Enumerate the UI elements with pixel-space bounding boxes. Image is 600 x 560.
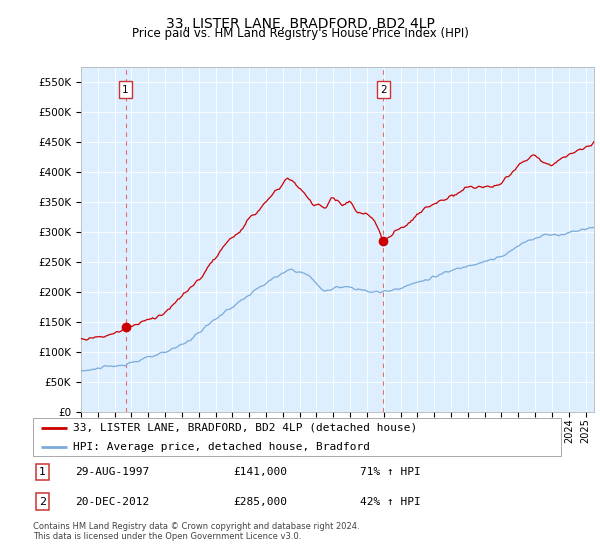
Text: 2: 2: [39, 497, 46, 507]
Text: 42% ↑ HPI: 42% ↑ HPI: [361, 497, 421, 507]
Text: Contains HM Land Registry data © Crown copyright and database right 2024.
This d: Contains HM Land Registry data © Crown c…: [33, 522, 359, 542]
Text: 1: 1: [39, 467, 46, 477]
Text: HPI: Average price, detached house, Bradford: HPI: Average price, detached house, Brad…: [73, 442, 370, 452]
Text: 29-AUG-1997: 29-AUG-1997: [75, 467, 149, 477]
Text: 2: 2: [380, 85, 386, 95]
Text: 1: 1: [122, 85, 129, 95]
Text: 33, LISTER LANE, BRADFORD, BD2 4LP: 33, LISTER LANE, BRADFORD, BD2 4LP: [166, 17, 434, 31]
Text: 71% ↑ HPI: 71% ↑ HPI: [361, 467, 421, 477]
Text: 33, LISTER LANE, BRADFORD, BD2 4LP (detached house): 33, LISTER LANE, BRADFORD, BD2 4LP (deta…: [73, 423, 417, 433]
Text: 20-DEC-2012: 20-DEC-2012: [75, 497, 149, 507]
Text: £141,000: £141,000: [233, 467, 287, 477]
Text: £285,000: £285,000: [233, 497, 287, 507]
Text: Price paid vs. HM Land Registry's House Price Index (HPI): Price paid vs. HM Land Registry's House …: [131, 27, 469, 40]
